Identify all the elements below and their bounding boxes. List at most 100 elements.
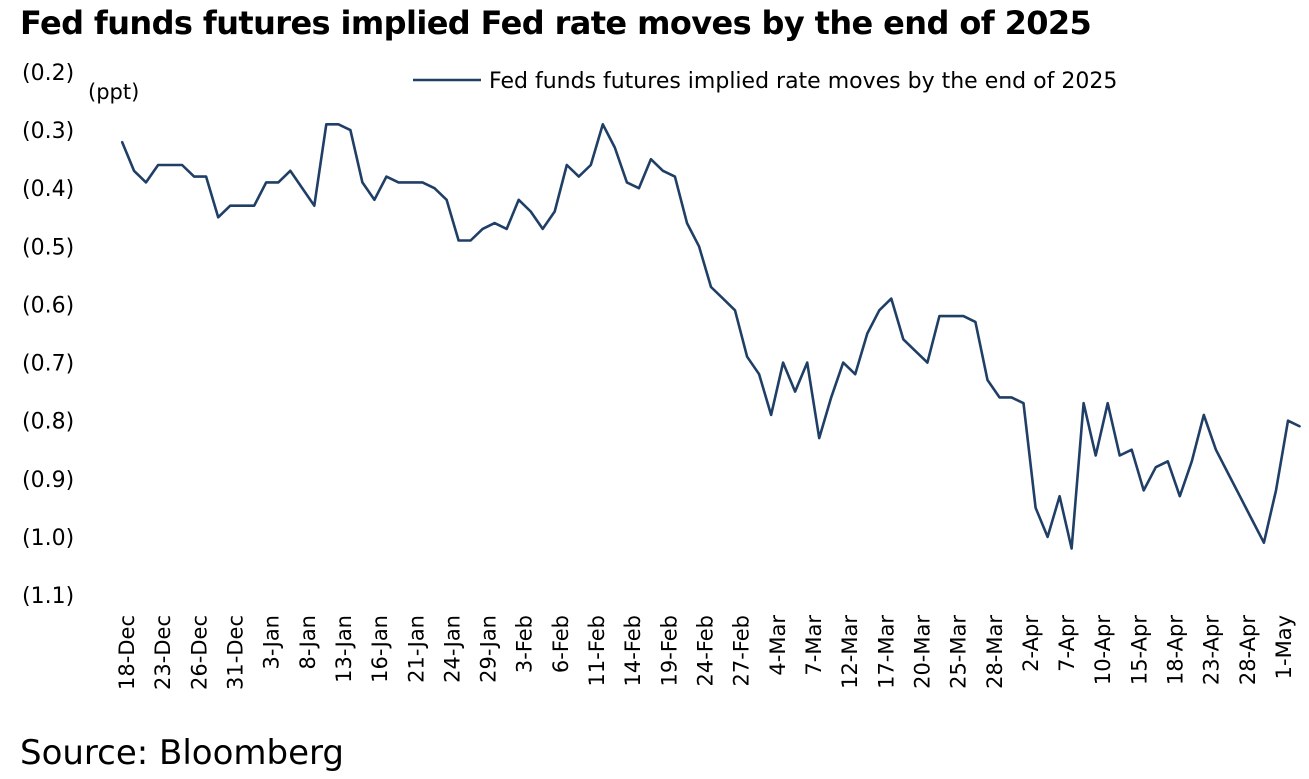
data-point bbox=[998, 396, 1001, 399]
data-point bbox=[373, 198, 376, 201]
data-point bbox=[1118, 454, 1121, 457]
data-point bbox=[397, 181, 400, 184]
data-point bbox=[1106, 402, 1109, 405]
data-point bbox=[601, 123, 604, 126]
data-point bbox=[325, 123, 328, 126]
data-point bbox=[1239, 495, 1241, 498]
data-point bbox=[217, 216, 220, 219]
data-point bbox=[950, 315, 953, 317]
data-point bbox=[157, 164, 160, 166]
data-point bbox=[818, 437, 821, 439]
data-point bbox=[433, 187, 436, 190]
data-point bbox=[686, 222, 688, 225]
data-point bbox=[1070, 547, 1073, 550]
x-tick-label: 14-Feb bbox=[621, 615, 645, 686]
x-tick-label: 19-Feb bbox=[657, 615, 681, 686]
data-point bbox=[914, 350, 917, 352]
y-tick-label: (0.5) bbox=[22, 235, 74, 260]
chart-title: Fed funds futures implied Fed rate moves… bbox=[20, 4, 1092, 42]
data-point bbox=[289, 169, 292, 172]
x-tick-label: 15-Apr bbox=[1127, 615, 1151, 686]
x-tick-label: 2-Apr bbox=[1019, 615, 1043, 672]
x-tick-label: 16-Jan bbox=[368, 615, 392, 683]
data-point bbox=[890, 297, 893, 300]
data-point bbox=[830, 396, 833, 399]
data-point bbox=[926, 361, 929, 364]
data-point bbox=[1263, 541, 1265, 544]
data-point bbox=[145, 181, 147, 184]
x-tick-label: 31-Dec bbox=[223, 615, 247, 690]
x-tick-label: 24-Feb bbox=[694, 615, 718, 686]
data-point bbox=[1202, 414, 1205, 416]
data-point bbox=[589, 164, 592, 166]
data-point bbox=[229, 204, 232, 207]
data-point bbox=[770, 414, 772, 416]
data-point bbox=[710, 286, 712, 288]
data-point bbox=[385, 175, 388, 178]
data-point bbox=[866, 332, 869, 335]
x-tick-label: 4-Mar bbox=[766, 615, 790, 676]
y-axis-unit-label: (ppt) bbox=[88, 80, 139, 104]
data-point bbox=[1046, 536, 1049, 538]
data-point bbox=[734, 309, 736, 312]
data-point bbox=[349, 129, 352, 132]
y-tick-label: (0.7) bbox=[22, 352, 74, 377]
data-point bbox=[902, 338, 905, 341]
y-tick-label: (0.3) bbox=[22, 119, 74, 144]
x-tick-label: 7-Apr bbox=[1055, 615, 1079, 672]
y-axis-tick-labels: (0.2) (0.3) (0.4) (0.5) (0.6) (0.7) (0.8) (0.9)… bbox=[22, 61, 74, 609]
x-tick-label: 20-Mar bbox=[910, 615, 934, 689]
data-point bbox=[674, 175, 676, 178]
y-tick-label: (0.6) bbox=[22, 293, 74, 318]
y-tick-label: (0.4) bbox=[22, 177, 74, 202]
data-point bbox=[974, 321, 977, 323]
data-point bbox=[457, 239, 460, 242]
x-tick-label: 26-Dec bbox=[187, 615, 211, 690]
data-point bbox=[361, 181, 364, 184]
data-point bbox=[1275, 489, 1277, 492]
x-tick-label: 28-Mar bbox=[983, 615, 1007, 689]
data-point bbox=[337, 123, 340, 126]
data-point bbox=[193, 175, 196, 178]
data-point bbox=[1022, 402, 1025, 405]
data-point bbox=[1154, 466, 1157, 469]
data-point bbox=[481, 228, 484, 230]
data-point bbox=[806, 361, 809, 364]
data-point bbox=[986, 379, 989, 381]
data-point bbox=[577, 175, 580, 178]
data-point bbox=[517, 198, 520, 201]
data-point bbox=[1142, 489, 1145, 492]
data-point bbox=[662, 169, 664, 172]
data-point bbox=[541, 228, 544, 230]
data-point bbox=[746, 355, 748, 358]
data-point bbox=[842, 361, 845, 364]
y-tick-label: (1.1) bbox=[22, 584, 74, 609]
data-point bbox=[650, 158, 652, 161]
x-tick-label: 11-Feb bbox=[585, 615, 609, 686]
data-point bbox=[1130, 448, 1133, 451]
y-tick-label: (0.8) bbox=[22, 410, 74, 435]
x-tick-label: 29-Jan bbox=[477, 615, 501, 683]
x-tick-label: 12-Mar bbox=[838, 615, 862, 689]
data-point bbox=[1166, 460, 1169, 463]
data-point bbox=[1010, 396, 1013, 399]
data-point bbox=[962, 315, 965, 317]
data-point bbox=[181, 164, 184, 166]
x-tick-label: 28-Apr bbox=[1236, 615, 1260, 686]
data-point bbox=[277, 181, 280, 184]
x-tick-label: 23-Dec bbox=[151, 615, 175, 690]
data-point bbox=[613, 146, 616, 149]
data-point bbox=[409, 181, 412, 184]
source-note: Source: Bloomberg bbox=[20, 733, 344, 773]
x-tick-label: 24-Jan bbox=[440, 615, 464, 683]
data-points bbox=[121, 123, 1301, 550]
data-point bbox=[241, 204, 244, 207]
data-point bbox=[1034, 506, 1037, 509]
data-point bbox=[1227, 472, 1229, 474]
data-point bbox=[1215, 448, 1217, 451]
data-point bbox=[445, 198, 448, 201]
data-point bbox=[1094, 454, 1097, 457]
x-tick-label: 7-Mar bbox=[802, 615, 826, 676]
x-tick-label: 10-Apr bbox=[1091, 615, 1115, 686]
data-point bbox=[493, 222, 496, 225]
